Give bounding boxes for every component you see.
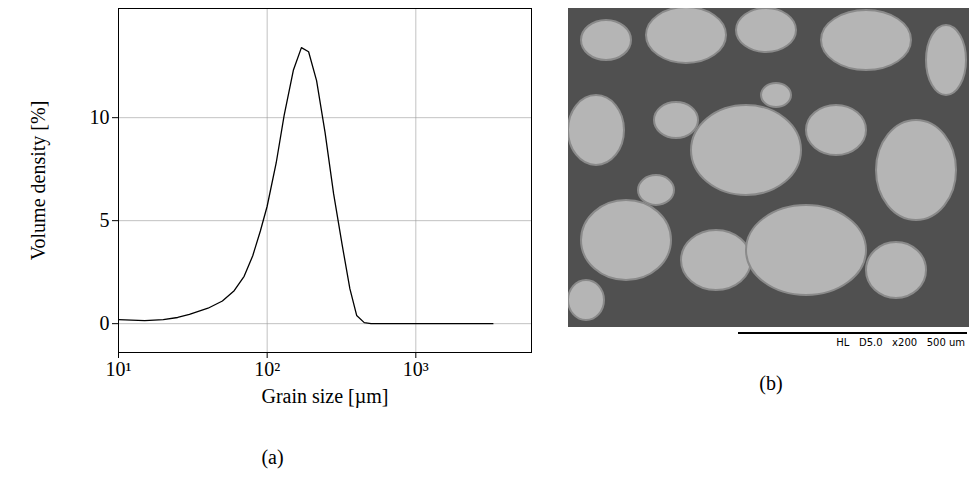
svg-text:0: 0 [100, 312, 110, 334]
html-text:(a): (a) [261, 446, 284, 468]
html-text:(b): (b) [759, 372, 783, 394]
svg-text:10²: 10² [254, 358, 280, 380]
svg-text:10: 10 [90, 106, 110, 128]
svg-text:10¹: 10¹ [106, 358, 132, 380]
svg-text:10³: 10³ [403, 358, 429, 380]
svg-text:HL D5.0 x200 500 um: HL D5.0 x200 500 um [836, 337, 965, 348]
svg-text:Volume density [%]: Volume density [%] [27, 101, 50, 261]
svg-text:Grain size [µm]: Grain size [µm] [261, 385, 388, 408]
svg-text:5: 5 [100, 209, 110, 231]
